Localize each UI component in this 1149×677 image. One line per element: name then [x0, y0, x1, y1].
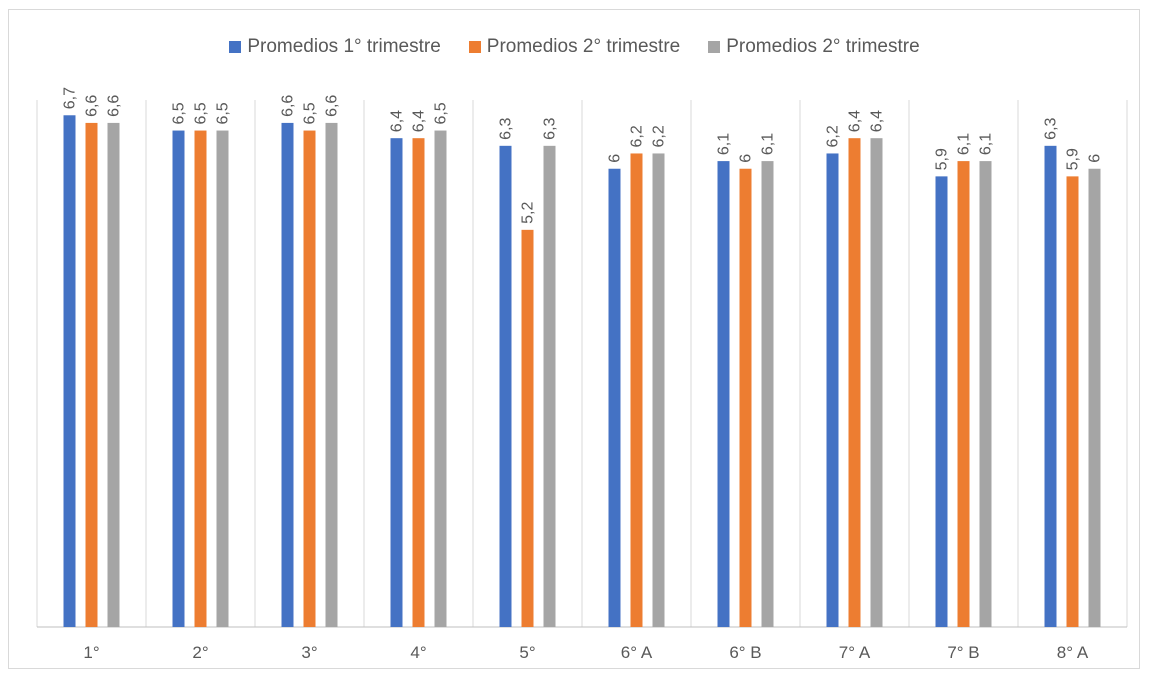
x-tick-label-9: 7° B [947, 643, 979, 662]
bar-s3-1 [108, 123, 120, 627]
bar-s3-2 [217, 131, 229, 627]
bar-s1-4 [391, 138, 403, 627]
x-tick-label-2: 2° [192, 643, 208, 662]
bar-s1-1 [64, 115, 76, 627]
data-label-s2-10: 5,9 [1065, 148, 1082, 170]
data-label-s2-7: 6 [738, 154, 755, 163]
bar-s1-2 [173, 131, 185, 627]
bar-s1-3 [282, 123, 294, 627]
bar-s1-10 [1045, 146, 1057, 627]
data-label-s3-6: 6,2 [651, 125, 668, 147]
bar-s3-4 [435, 131, 447, 627]
data-label-s3-5: 6,3 [542, 117, 559, 139]
bar-s2-10 [1067, 176, 1079, 627]
x-tick-label-3: 3° [301, 643, 317, 662]
data-label-s2-9: 6,1 [956, 133, 973, 155]
data-label-s1-3: 6,6 [280, 95, 297, 117]
bar-s2-9 [958, 161, 970, 627]
bar-s1-8 [827, 153, 839, 627]
data-label-s3-1: 6,6 [106, 95, 123, 117]
data-label-s1-4: 6,4 [389, 110, 406, 132]
bar-s1-9 [936, 176, 948, 627]
x-tick-label-4: 4° [410, 643, 426, 662]
bar-s2-6 [631, 153, 643, 627]
x-tick-label-6: 6° A [621, 643, 653, 662]
bar-s2-2 [195, 131, 207, 627]
bar-s3-3 [326, 123, 338, 627]
x-tick-label-5: 5° [519, 643, 535, 662]
data-label-s3-2: 6,5 [215, 102, 232, 124]
bar-s1-5 [500, 146, 512, 627]
data-label-s2-3: 6,5 [302, 102, 319, 124]
data-label-s1-1: 6,7 [62, 87, 79, 109]
bar-s2-1 [86, 123, 98, 627]
bar-s2-5 [522, 230, 534, 627]
data-label-s2-2: 6,5 [193, 102, 210, 124]
bar-s2-7 [740, 169, 752, 627]
data-label-s2-6: 6,2 [629, 125, 646, 147]
x-tick-label-8: 7° A [839, 643, 871, 662]
data-label-s1-2: 6,5 [171, 102, 188, 124]
x-tick-label-7: 6° B [729, 643, 761, 662]
bar-s1-7 [718, 161, 730, 627]
bar-s2-3 [304, 131, 316, 627]
bar-s2-4 [413, 138, 425, 627]
data-label-s3-3: 6,6 [324, 95, 341, 117]
data-label-s2-5: 5,2 [520, 201, 537, 223]
x-tick-label-10: 8° A [1057, 643, 1089, 662]
bar-s3-7 [762, 161, 774, 627]
bar-s3-10 [1089, 169, 1101, 627]
data-label-s2-8: 6,4 [847, 110, 864, 132]
x-tick-label-1: 1° [83, 643, 99, 662]
data-label-s3-10: 6 [1087, 154, 1104, 163]
data-label-s2-1: 6,6 [84, 95, 101, 117]
data-label-s3-8: 6,4 [869, 110, 886, 132]
data-label-s1-9: 5,9 [934, 148, 951, 170]
data-label-s3-9: 6,1 [978, 133, 995, 155]
data-label-s1-8: 6,2 [825, 125, 842, 147]
data-label-s1-10: 6,3 [1043, 117, 1060, 139]
bar-s3-6 [653, 153, 665, 627]
data-label-s1-7: 6,1 [716, 133, 733, 155]
bar-s2-8 [849, 138, 861, 627]
bar-s3-9 [980, 161, 992, 627]
bar-s3-8 [871, 138, 883, 627]
data-label-s1-6: 6 [607, 154, 624, 163]
data-label-s3-4: 6,5 [433, 102, 450, 124]
bar-s3-5 [544, 146, 556, 627]
data-label-s2-4: 6,4 [411, 110, 428, 132]
data-label-s3-7: 6,1 [760, 133, 777, 155]
bar-s1-6 [609, 169, 621, 627]
data-label-s1-5: 6,3 [498, 117, 515, 139]
